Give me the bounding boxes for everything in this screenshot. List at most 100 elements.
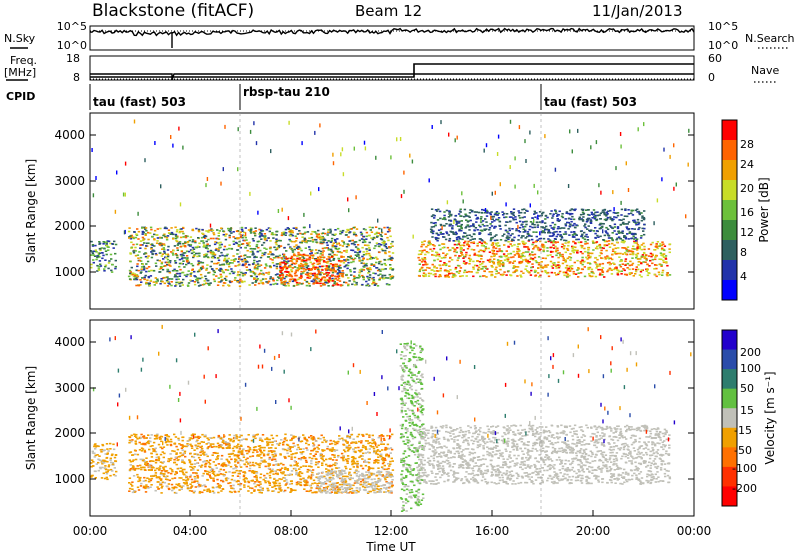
power-cell xyxy=(385,268,387,270)
power-cell xyxy=(572,225,574,227)
power-cell xyxy=(661,272,663,274)
power-cell xyxy=(493,263,495,265)
power-cell xyxy=(613,244,615,246)
power-cell xyxy=(636,255,638,257)
velocity-cell xyxy=(170,441,172,443)
power-cell xyxy=(643,210,645,212)
power-cell xyxy=(381,248,383,250)
power-cell xyxy=(142,231,144,233)
power-cell xyxy=(336,238,338,240)
power-cell xyxy=(137,238,139,240)
power-cell xyxy=(366,236,368,238)
power-cell xyxy=(212,232,214,234)
velocity-cell xyxy=(182,446,184,448)
power-scatter xyxy=(409,154,410,158)
power-cell xyxy=(229,273,231,275)
power-cell xyxy=(615,212,617,214)
power-cell xyxy=(368,247,370,249)
power-cell xyxy=(458,242,460,244)
power-cell xyxy=(494,240,496,242)
power-cell xyxy=(366,276,368,278)
velocity-cell xyxy=(114,467,116,469)
power-cell xyxy=(465,262,467,264)
power-cell xyxy=(447,247,449,249)
power-cell xyxy=(666,265,668,267)
power-cell xyxy=(513,244,515,246)
velocity-cell xyxy=(106,453,108,455)
power-cell xyxy=(570,231,572,233)
power-scatter xyxy=(555,168,556,172)
power-cell xyxy=(614,251,616,253)
power-cell xyxy=(433,222,435,224)
power-cell xyxy=(587,252,589,254)
power-cell xyxy=(551,256,553,258)
power-cell xyxy=(532,258,534,260)
power-cell xyxy=(182,279,184,281)
power-cell xyxy=(184,252,186,254)
velocity-cell xyxy=(143,487,145,489)
velocity-cell xyxy=(140,485,142,487)
power-cell xyxy=(381,269,383,271)
power-cell xyxy=(143,269,145,271)
power-cell xyxy=(453,251,455,253)
power-cell xyxy=(367,272,369,274)
power-cell xyxy=(159,260,161,262)
power-cell xyxy=(527,231,529,233)
power-cell xyxy=(385,264,387,266)
power-cell xyxy=(507,259,509,261)
power-cell xyxy=(350,262,352,264)
power-cell xyxy=(327,234,329,236)
power-cell xyxy=(484,242,486,244)
power-cell xyxy=(318,263,320,265)
power-cell xyxy=(425,264,427,266)
power-cell xyxy=(587,255,589,257)
power-cell xyxy=(565,233,567,235)
power-cell xyxy=(290,267,292,269)
velocity-cell xyxy=(217,443,219,445)
power-cell xyxy=(485,221,487,223)
power-cell xyxy=(95,259,97,261)
power-cell xyxy=(631,228,633,230)
power-cell xyxy=(175,240,177,242)
power-cell xyxy=(419,269,421,271)
power-cell xyxy=(265,278,267,280)
power-cell xyxy=(650,253,652,255)
velocity-cell xyxy=(390,452,392,454)
power-cell xyxy=(582,212,584,214)
power-scatter xyxy=(510,120,511,124)
power-cell xyxy=(378,269,380,271)
power-cell xyxy=(330,270,332,272)
power-cell xyxy=(531,227,533,229)
power-cell xyxy=(250,276,252,278)
power-cell xyxy=(284,266,286,268)
power-cell xyxy=(632,214,634,216)
power-cell xyxy=(218,269,220,271)
power-cell xyxy=(328,249,330,251)
power-cell xyxy=(637,269,639,271)
power-cell xyxy=(646,264,648,266)
power-cell xyxy=(233,260,235,262)
power-cell xyxy=(628,221,630,223)
power-cell xyxy=(131,267,133,269)
velocity-cell xyxy=(267,490,269,492)
power-cell xyxy=(336,283,338,285)
power-cell xyxy=(587,269,589,271)
power-cell xyxy=(347,265,349,267)
power-cell xyxy=(525,237,527,239)
power-cell xyxy=(261,234,263,236)
power-cell xyxy=(184,245,186,247)
power-cell xyxy=(424,254,426,256)
power-cell xyxy=(181,282,183,284)
power-cell xyxy=(448,213,450,215)
velocity-cell xyxy=(384,459,386,461)
power-cell xyxy=(502,262,504,264)
power-cell xyxy=(357,255,359,257)
power-cell xyxy=(439,218,441,220)
power-cell xyxy=(170,285,172,287)
power-cell xyxy=(439,274,441,276)
power-cell xyxy=(103,270,105,272)
power-cell xyxy=(647,272,649,274)
power-scatter xyxy=(319,123,320,127)
velocity-cell xyxy=(107,469,109,471)
power-cell xyxy=(197,260,199,262)
